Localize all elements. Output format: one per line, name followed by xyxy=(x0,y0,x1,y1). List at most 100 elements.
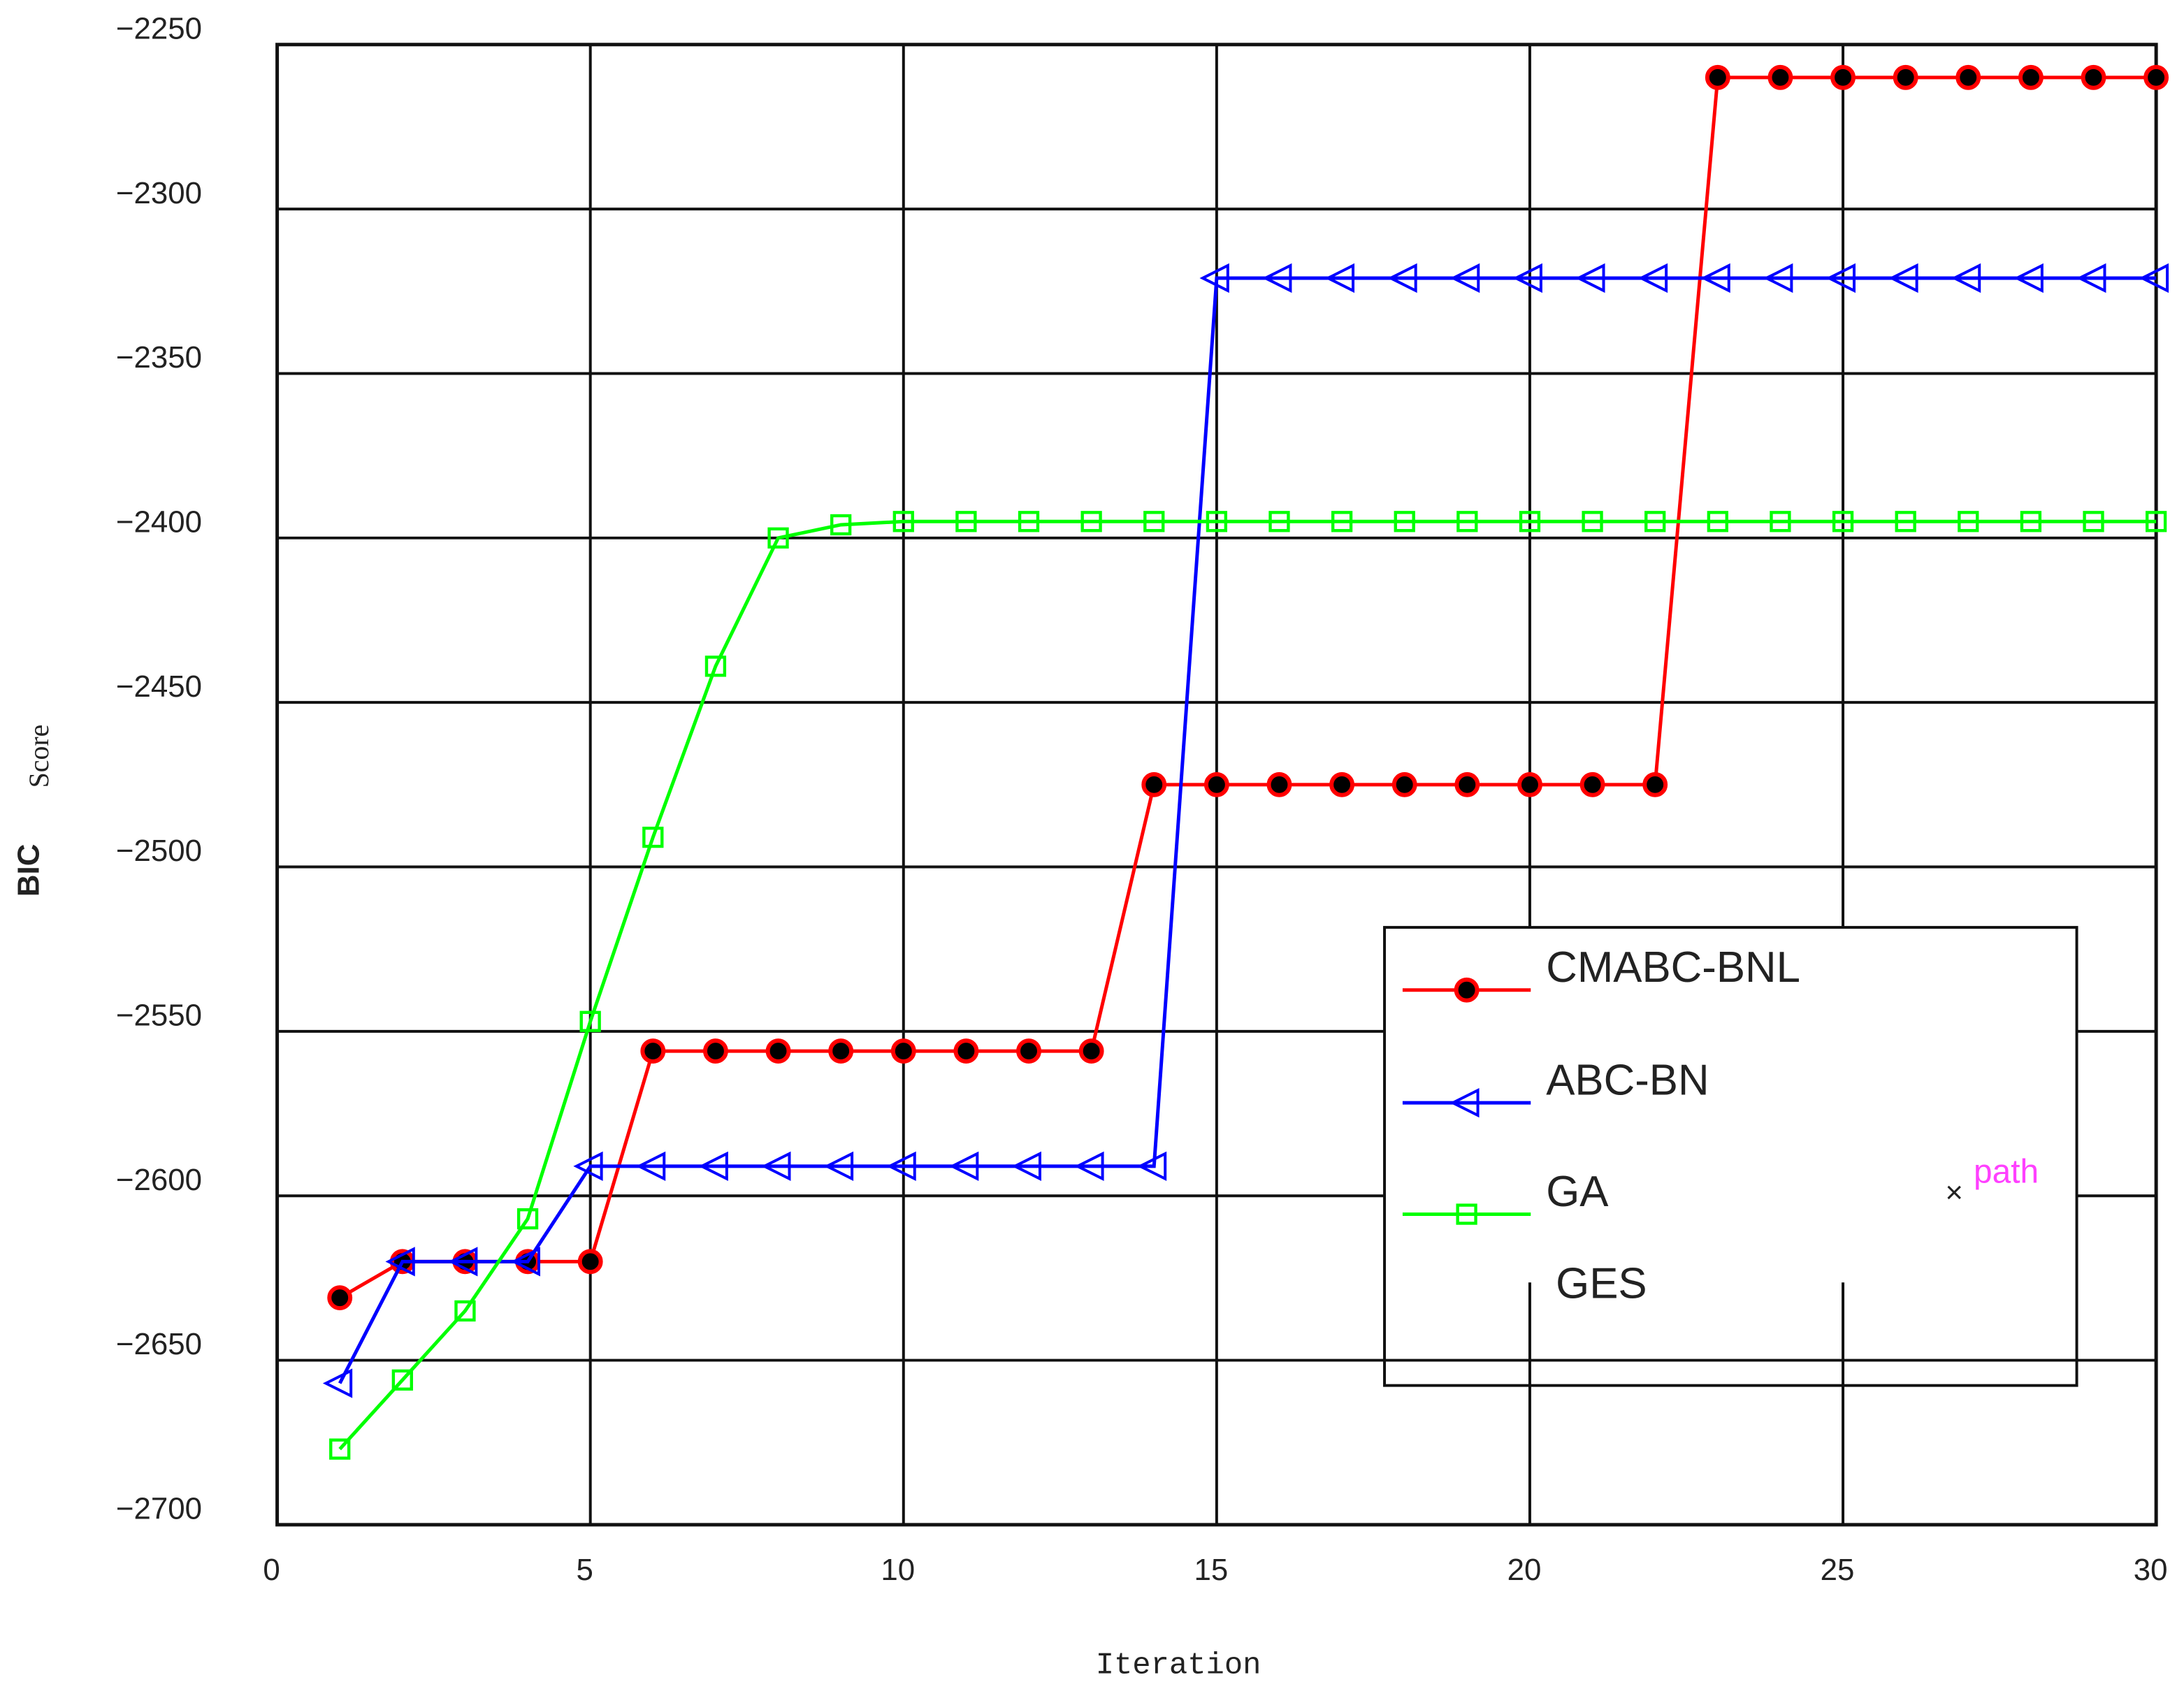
marker xyxy=(1832,511,1854,532)
plot-frame xyxy=(275,43,2158,1527)
marker xyxy=(1763,263,1793,293)
marker xyxy=(635,1151,666,1182)
marker xyxy=(955,511,977,532)
x-tick-label: 25 xyxy=(1821,1553,1855,1587)
marker xyxy=(1454,977,1480,1003)
marker xyxy=(1770,511,1791,532)
marker xyxy=(767,527,789,549)
marker xyxy=(1705,64,1730,90)
marker xyxy=(1206,511,1228,532)
y-tick-label: −2250 xyxy=(116,11,202,45)
marker xyxy=(1830,64,1856,90)
marker xyxy=(329,1438,351,1460)
marker xyxy=(322,1368,353,1398)
marker xyxy=(953,1038,979,1064)
marker xyxy=(1018,511,1040,532)
marker xyxy=(828,1038,854,1064)
x-tick-label: 15 xyxy=(1194,1553,1229,1587)
marker xyxy=(2145,511,2167,532)
x-axis-label: Iteration xyxy=(1096,1649,1261,1683)
marker xyxy=(385,1247,415,1277)
marker xyxy=(1203,771,1229,797)
y-axis-label: Score xyxy=(23,725,55,788)
marker xyxy=(454,1300,476,1322)
marker xyxy=(1958,511,1979,532)
marker xyxy=(2139,263,2169,293)
marker xyxy=(2018,64,2044,90)
marker xyxy=(1011,1151,1041,1182)
marker xyxy=(1080,511,1102,532)
marker xyxy=(1449,1087,1480,1118)
legend-label: CMABC-BNL xyxy=(1546,943,1800,992)
y-tick-label: −2450 xyxy=(116,669,202,704)
marker xyxy=(1707,511,1728,532)
x-tick-label: 5 xyxy=(577,1553,593,1587)
marker xyxy=(448,1247,478,1277)
marker xyxy=(949,1151,979,1182)
marker xyxy=(1951,263,1981,293)
marker xyxy=(1895,511,1916,532)
marker xyxy=(573,1151,603,1182)
marker xyxy=(1268,511,1290,532)
marker xyxy=(2081,64,2106,90)
marker xyxy=(823,1151,854,1182)
marker xyxy=(1074,1151,1104,1182)
y-tick-label: −2300 xyxy=(116,176,202,210)
marker xyxy=(1141,771,1167,797)
y-tick-label: −2400 xyxy=(116,505,202,539)
legend-label: GA xyxy=(1546,1168,1609,1216)
marker xyxy=(327,1285,353,1311)
y-tick-label: −2350 xyxy=(116,340,202,375)
marker xyxy=(1512,263,1542,293)
y-tick-label: −2500 xyxy=(116,834,202,868)
marker xyxy=(642,827,664,848)
legend-frame xyxy=(1383,926,2078,1387)
legend-label: GES xyxy=(1556,1259,1647,1307)
y-tick-label: −2700 xyxy=(116,1492,202,1526)
marker xyxy=(1136,1151,1167,1182)
marker xyxy=(2143,64,2169,90)
marker xyxy=(761,1151,791,1182)
marker xyxy=(1637,263,1668,293)
marker xyxy=(1391,771,1417,797)
marker xyxy=(577,1249,603,1275)
marker xyxy=(1078,1038,1104,1064)
marker xyxy=(1700,263,1730,293)
y-tick-label: −2600 xyxy=(116,1163,202,1197)
marker xyxy=(2083,511,2104,532)
marker xyxy=(698,1151,728,1182)
marker xyxy=(765,1038,791,1064)
annotation-marker: × xyxy=(1945,1175,1963,1210)
marker xyxy=(830,514,852,536)
marker xyxy=(1642,771,1668,797)
marker xyxy=(1519,511,1541,532)
marker xyxy=(1329,771,1355,797)
marker xyxy=(1579,771,1605,797)
marker xyxy=(1394,511,1415,532)
legend-label: ABC-BN xyxy=(1546,1057,1709,1105)
x-tick-label: 30 xyxy=(2134,1553,2168,1587)
marker xyxy=(1644,511,1666,532)
marker xyxy=(640,1038,666,1064)
annotation-text: path xyxy=(1974,1153,2039,1190)
marker xyxy=(2020,511,2042,532)
marker xyxy=(579,1010,601,1032)
marker xyxy=(391,1369,413,1391)
marker xyxy=(1888,263,1918,293)
x-tick-label: 20 xyxy=(1507,1553,1542,1587)
marker xyxy=(1454,771,1480,797)
marker xyxy=(1575,263,1605,293)
y-axis-label: BIC xyxy=(11,844,45,897)
marker xyxy=(1016,1038,1041,1064)
marker xyxy=(1517,771,1542,797)
x-tick-label: 10 xyxy=(881,1553,915,1587)
marker xyxy=(886,1151,916,1182)
marker xyxy=(1199,263,1229,293)
marker xyxy=(1456,511,1478,532)
marker xyxy=(1767,64,1793,90)
marker xyxy=(892,511,914,532)
marker xyxy=(1262,263,1292,293)
marker xyxy=(702,1038,728,1064)
